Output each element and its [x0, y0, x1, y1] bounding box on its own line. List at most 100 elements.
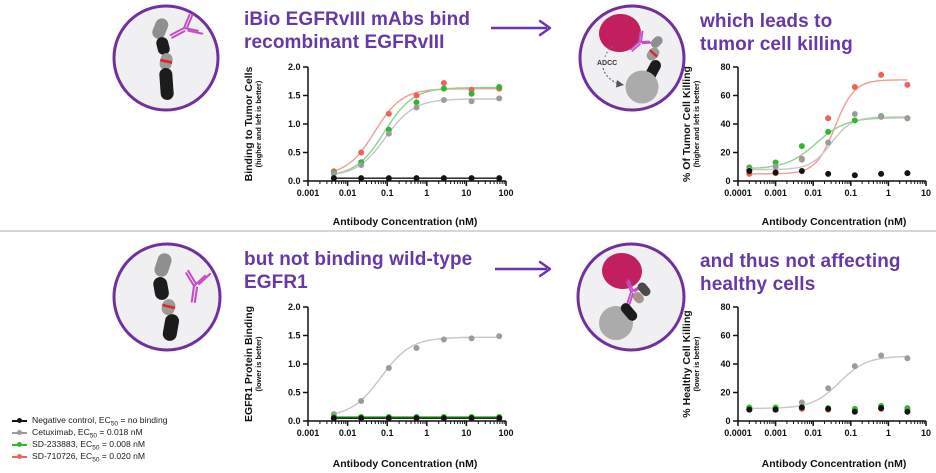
heading-bottom-right: and thus not affecting healthy cells	[700, 251, 901, 296]
axes	[303, 66, 507, 186]
y-tick-label: 2.0	[288, 302, 301, 312]
chart-healthy-cell-killing: % Healthy Cell Killing (lower is better)…	[681, 298, 936, 470]
chart-egfr1-protein-binding: EGFR1 Protein Binding (lower is better) …	[243, 298, 516, 470]
y-tick-label: 80	[720, 302, 730, 312]
x-tick-label: 1	[886, 188, 891, 198]
legend-label: SD-233883, EC50 = 0.008 nM	[32, 438, 146, 452]
y-tick-label: 0.0	[288, 416, 301, 426]
section-divider	[0, 230, 936, 232]
x-tick-label: 10	[921, 188, 931, 198]
egfrviii-binding-icon	[112, 4, 220, 112]
receptor-graphic	[620, 282, 651, 321]
x-tick-label: 0.01	[804, 188, 822, 198]
x-tick-label: 1	[424, 188, 429, 198]
heading-bottom-left: but not binding wild-type EGFR1	[244, 249, 473, 294]
adcc-arrowhead-icon	[616, 80, 624, 88]
y-tick-label: 0	[725, 176, 730, 186]
egfr1-receptor-graphic	[153, 253, 180, 341]
y-tick-label: 40	[720, 119, 730, 129]
y-tick-label: 80	[720, 62, 730, 72]
points-negative-control	[330, 175, 503, 182]
points-cetuximab	[746, 352, 911, 412]
x-tick-label: 0.1	[845, 188, 858, 198]
antibody-icon	[630, 30, 654, 52]
y-tick-label: 60	[720, 91, 730, 101]
effector-cell-graphic	[602, 252, 642, 290]
legend-item-negative-control: Negative control, EC50 = no binding	[12, 415, 168, 427]
curve-sd-710726	[749, 79, 908, 175]
adcc-label: ADCC	[597, 60, 617, 67]
x-axis-label: Antibody Concentration (nM)	[332, 216, 478, 228]
x-tick-label: 0.1	[381, 428, 394, 438]
curve-cetuximab	[749, 355, 908, 410]
x-tick-label: 10	[461, 188, 471, 198]
heading-top-right: which leads to tumor cell killing	[700, 11, 853, 56]
healthy-cell-safe-icon	[576, 242, 686, 352]
points-sd-710726	[746, 71, 911, 177]
x-tick-label: 0.001	[297, 428, 320, 438]
x-axis-label: Antibody Concentration (nM)	[761, 458, 907, 470]
y-tick-label: 2.0	[288, 62, 301, 72]
x-tick-label: 0.001	[297, 188, 320, 198]
antibody-icon	[169, 13, 204, 39]
x-tick-label: 0.0001	[724, 428, 752, 438]
points-negative-control	[746, 404, 911, 415]
x-tick-label: 0.01	[339, 188, 357, 198]
legend-item-sd-710726: SD-710726, EC50 = 0.020 nM	[12, 451, 168, 463]
plot-area: 0 20 40 60 80 0.0001 0.001 0.01 0.1 1 10	[720, 62, 931, 198]
x-tick-label: 0.1	[381, 188, 394, 198]
y-tick-label: 0.0	[288, 176, 301, 186]
series-marker-icon	[12, 441, 27, 449]
y-tick-label: 1.5	[288, 91, 301, 101]
y-tick-label: 0.5	[288, 148, 301, 158]
effector-cell-graphic	[599, 13, 641, 53]
healthy-cell-graphic	[599, 306, 633, 340]
points-negative-control	[746, 168, 911, 179]
x-tick-label: 0.001	[764, 428, 787, 438]
plot-area: 0.0 0.5 1.0 1.5 2.0 0.001 0.01 0.1 1 10 100	[288, 302, 514, 438]
egfrviii-receptor-graphic	[152, 18, 174, 100]
y-tick-label: 0.5	[288, 388, 301, 398]
x-axis-label: Antibody Concentration (nM)	[332, 458, 478, 470]
axes	[733, 66, 927, 186]
legend-label: Cetuximab, EC50 = 0.018 nM	[32, 426, 143, 440]
points-sd-710726	[330, 79, 503, 175]
adcc-dashed-line	[604, 45, 614, 58]
y-tick-label: 60	[720, 331, 730, 341]
x-tick-label: 100	[498, 188, 513, 198]
y-tick-label: 20	[720, 148, 730, 158]
arrow-right-icon	[495, 260, 552, 278]
points-cetuximab	[330, 95, 503, 177]
legend-item-cetuximab: Cetuximab, EC50 = 0.018 nM	[12, 427, 168, 439]
x-tick-label: 10	[461, 428, 471, 438]
x-tick-label: 10	[921, 428, 931, 438]
legend-label: SD-710726, EC50 = 0.020 nM	[32, 450, 146, 464]
axes	[303, 306, 507, 426]
y-tick-label: 20	[720, 388, 730, 398]
x-tick-label: 0.0001	[724, 188, 752, 198]
series-marker-icon	[12, 417, 27, 425]
x-tick-label: 0.001	[764, 188, 787, 198]
x-tick-label: 1	[424, 428, 429, 438]
x-tick-label: 0.1	[845, 428, 858, 438]
chart-tumor-cell-killing: % Of Tumor Cell Killing (higher and left…	[681, 58, 936, 228]
adcc-killing-icon: ADCC	[578, 4, 686, 112]
x-tick-label: 0.01	[804, 428, 822, 438]
legend-item-sd-233883: SD-233883, EC50 = 0.008 nM	[12, 439, 168, 451]
points-negative-control	[330, 415, 503, 422]
series-marker-icon	[12, 429, 27, 437]
x-tick-label: 0.01	[339, 428, 357, 438]
plot-area: 0 20 40 60 80 0.0001 0.001 0.01 0.1 1 10	[720, 302, 931, 438]
series-legend: Negative control, EC50 = no binding Cetu…	[12, 415, 168, 463]
x-axis-label: Antibody Concentration (nM)	[761, 216, 907, 228]
x-tick-label: 1	[886, 428, 891, 438]
tumor-cell-graphic	[625, 70, 659, 104]
y-tick-label: 1.0	[288, 119, 301, 129]
plot-area: 0.0 0.5 1.0 1.5 2.0 0.001 0.01 0.1 1 10 100	[288, 62, 514, 198]
y-tick-label: 1.0	[288, 359, 301, 369]
antibody-icon	[185, 269, 212, 304]
y-tick-label: 1.5	[288, 331, 301, 341]
axes	[733, 306, 927, 426]
series-marker-icon	[12, 453, 27, 461]
